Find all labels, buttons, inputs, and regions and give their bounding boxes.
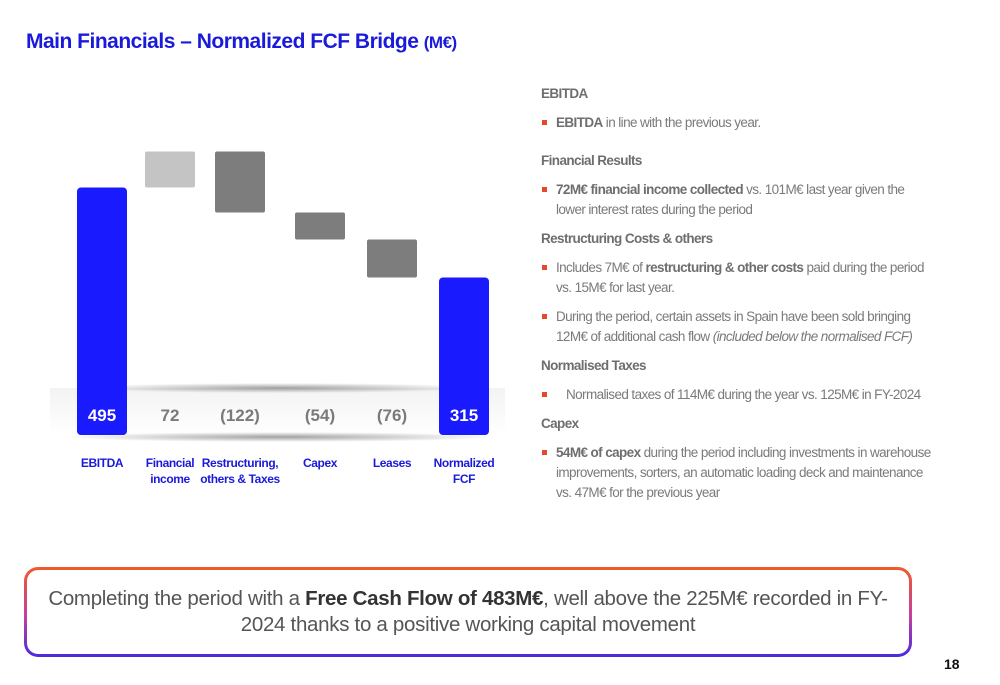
bar-capex (295, 212, 345, 240)
title-unit: (M€) (423, 33, 457, 52)
bar-ebitda (77, 187, 127, 435)
band-shadow-top (80, 383, 480, 393)
category-label-line: income (150, 472, 190, 486)
value-label: 315 (450, 406, 478, 425)
category-label: Financial income (146, 456, 194, 486)
conclusion-post: , well above the 225M€ recorded in FY-20… (240, 587, 888, 636)
restructuring-item-1-bold: restructuring & other costs (645, 260, 804, 275)
financial-item-text: vs. 101M€ last year given the lower inte… (556, 182, 905, 217)
title-text: Main Financials – Normalized FCF Bridge (26, 30, 419, 53)
restructuring-item-1-pre: Includes 7M€ of (556, 260, 646, 275)
bar-normalized-fcf (439, 277, 489, 435)
category-label-line: Leases (373, 456, 412, 470)
financial-heading: Financial Results (541, 153, 642, 168)
page-number: 18 (944, 656, 960, 672)
category-label: Normalized FCF (434, 456, 495, 486)
category-label-line: Restructuring, (202, 456, 278, 470)
bar-financial-income (145, 151, 195, 188)
category-label: EBITDA (81, 456, 124, 470)
category-label: Capex (303, 456, 338, 470)
category-label-line: FCF (453, 472, 475, 486)
restructuring-item-2: During the period, certain assets in Spa… (541, 307, 936, 347)
restructuring-item-2-pre: During the period, certain assets in Spa… (556, 309, 911, 344)
value-label: (54) (305, 406, 335, 425)
fcf-bridge-chart: 495 72 (122) (54) (76) 315 EBITDA Financial inc… (50, 151, 505, 486)
capex-item-bold: 54M€ of capex (556, 445, 641, 460)
value-label: (76) (377, 406, 407, 425)
band-shadow-bottom (65, 432, 495, 442)
category-label-line: Capex (303, 456, 338, 470)
capex-item: 54M€ of capex during the period includin… (541, 443, 936, 503)
taxes-item: Normalised taxes of 114M€ during the yea… (541, 385, 936, 405)
page-title: Main Financials – Normalized FCF Bridge … (26, 30, 457, 54)
restructuring-heading: Restructuring Costs & others (541, 231, 713, 246)
category-label-line: EBITDA (81, 456, 124, 470)
restructuring-item-1-post: paid during the period vs. 15M€ for last… (556, 260, 924, 295)
conclusion-bold: Free Cash Flow of 483M€ (305, 587, 544, 610)
ebitda-heading: EBITDA (541, 86, 588, 101)
conclusion-box: Completing the period with a Free Cash F… (24, 567, 912, 657)
financial-item-bold: 72M€ financial income collected (556, 182, 744, 197)
value-label: (122) (220, 406, 260, 425)
capex-heading: Capex (541, 416, 579, 431)
category-label: Leases (373, 456, 412, 470)
ebitda-item-bold: EBITDA (556, 115, 603, 130)
bar-leases (367, 239, 417, 278)
category-label-line: Financial (146, 456, 194, 470)
financial-item: 72M€ financial income collected vs. 101M… (541, 180, 936, 220)
category-label-line: others & Taxes (200, 472, 280, 486)
restructuring-item-1: Includes 7M€ of restructuring & other co… (541, 258, 936, 298)
ebitda-item: EBITDA in line with the previous year. (541, 113, 936, 133)
value-label: 72 (161, 406, 180, 425)
restructuring-item-2-italic: (included below the normalised FCF) (712, 329, 913, 344)
commentary: EBITDA EBITDA in line with the previous … (541, 84, 936, 512)
conclusion-pre: Completing the period with a (48, 587, 306, 610)
category-label: Restructuring, others & Taxes (200, 456, 280, 486)
value-label: 495 (88, 406, 116, 425)
capex-item-text: during the period including investments … (556, 445, 931, 500)
conclusion-text: Completing the period with a Free Cash F… (27, 570, 909, 654)
category-label-line: Normalized (434, 456, 495, 470)
taxes-heading: Normalised Taxes (541, 358, 647, 373)
bar-restructuring-others-taxes (215, 151, 265, 213)
ebitda-item-text: in line with the previous year. (602, 115, 761, 130)
